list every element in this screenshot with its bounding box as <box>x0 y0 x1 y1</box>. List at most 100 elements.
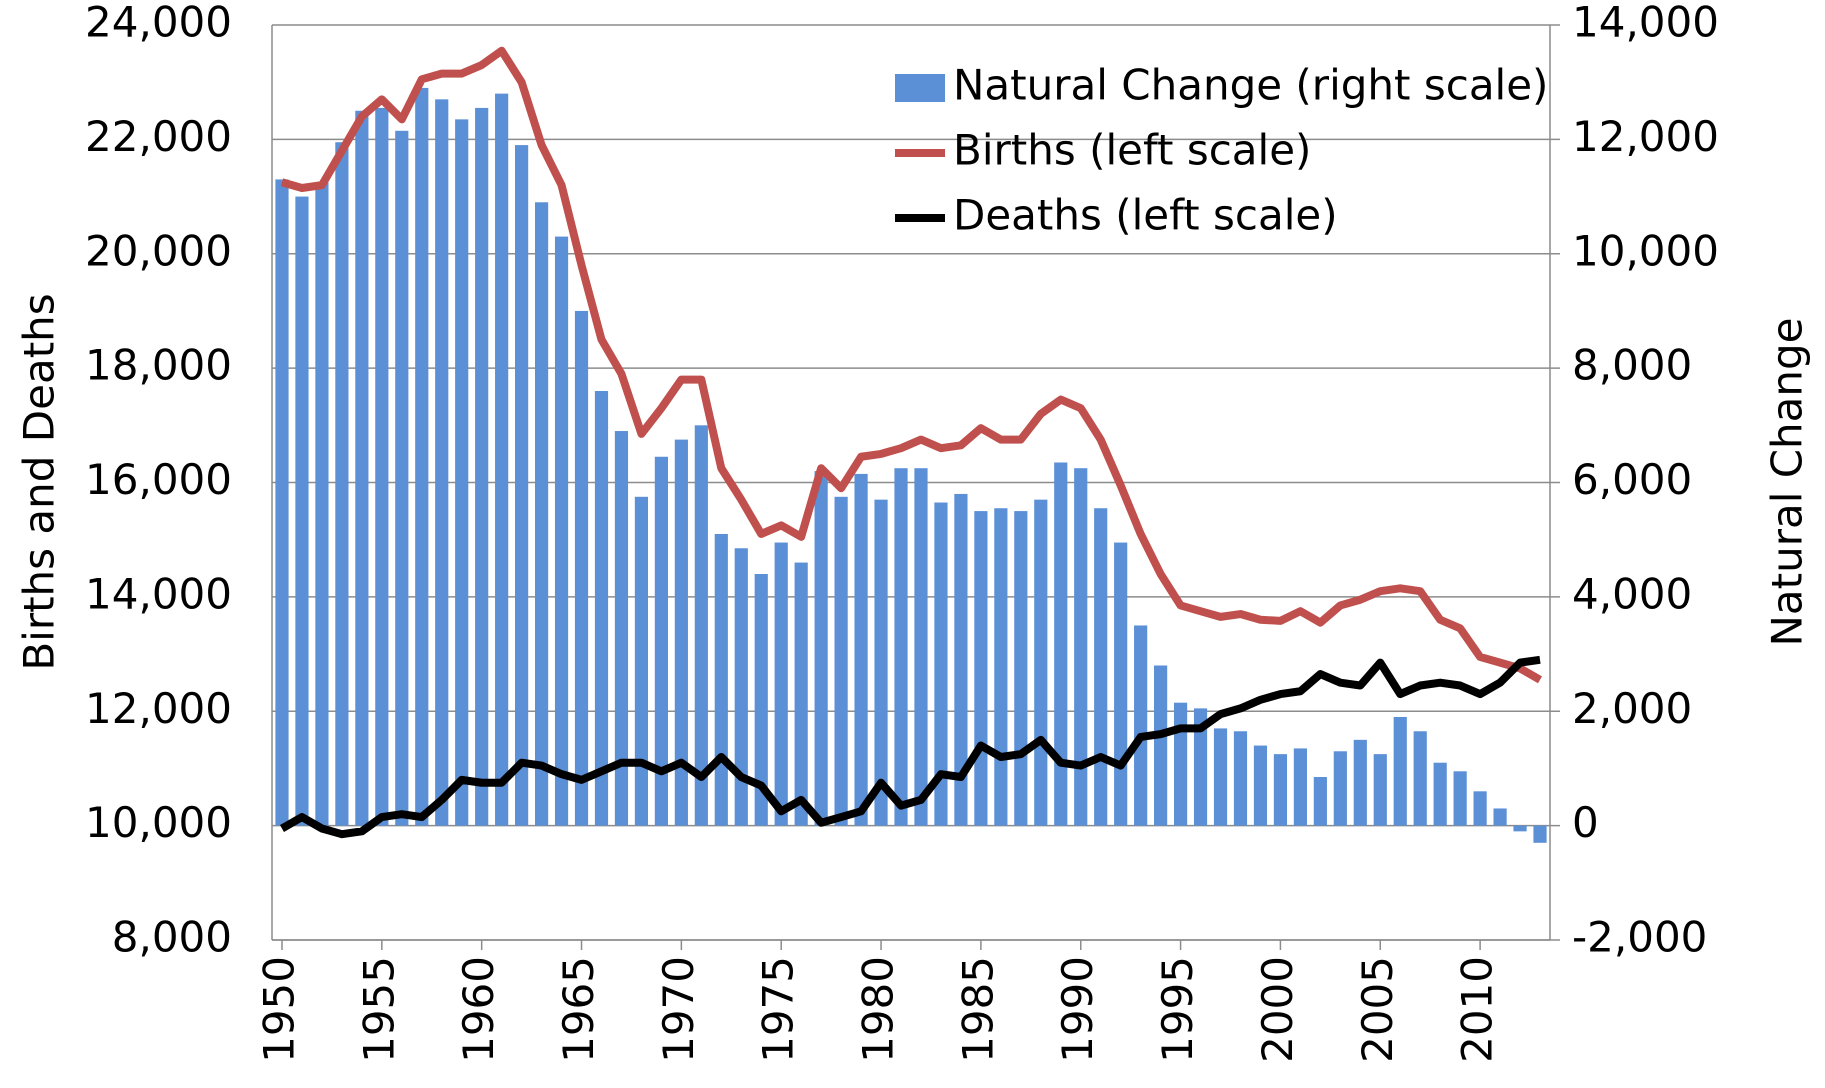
y-tick-label: 14,000 <box>85 569 232 618</box>
y-tick-label: 24,000 <box>85 0 232 47</box>
bar <box>1513 825 1527 832</box>
line <box>279 655 1541 839</box>
bar <box>1114 542 1128 826</box>
bar <box>614 431 629 826</box>
bar <box>1393 716 1407 826</box>
bar <box>1293 748 1307 826</box>
legend-label: Natural Change (right scale) <box>953 61 1548 110</box>
bar <box>415 87 429 826</box>
x-tick-label: 1960 <box>454 956 503 1063</box>
y2-tick-label: 0 <box>1572 798 1599 847</box>
bar <box>734 548 748 826</box>
x-tick-label: 1980 <box>854 956 903 1063</box>
bar <box>395 130 409 826</box>
bar <box>574 310 589 826</box>
bar <box>295 196 309 826</box>
y2-tick-label: 4,000 <box>1572 569 1692 618</box>
x-tick-label: 1965 <box>554 956 603 1063</box>
bar <box>275 179 289 826</box>
bar <box>1014 511 1028 826</box>
bar <box>754 574 768 826</box>
bar <box>834 496 848 826</box>
bar <box>1413 731 1427 826</box>
bar <box>1134 625 1148 826</box>
bar <box>1313 777 1327 826</box>
x-tick-label: 2000 <box>1253 956 1302 1063</box>
x-tick-label: 1985 <box>953 956 1002 1063</box>
bar <box>594 391 609 826</box>
bar <box>1453 771 1467 826</box>
bar <box>1493 808 1507 826</box>
bar <box>1373 754 1387 826</box>
y-tick-label: 8,000 <box>112 913 232 962</box>
bar <box>874 499 888 826</box>
bar <box>1273 754 1288 826</box>
legend-label: Deaths (left scale) <box>953 191 1338 240</box>
y2-tick-label: 12,000 <box>1572 112 1719 161</box>
bar <box>1074 468 1088 826</box>
bar <box>1054 462 1068 826</box>
x-tick-label: 1990 <box>1053 956 1102 1063</box>
bar <box>674 439 688 826</box>
x-tick-label: 1975 <box>754 956 803 1063</box>
y2-tick-label: 8,000 <box>1572 341 1692 390</box>
y-tick-label: 18,000 <box>85 341 232 390</box>
y2-axis-title: Natural Change <box>1763 317 1812 646</box>
x-tick-label: 2005 <box>1353 956 1402 1063</box>
bar <box>774 542 788 826</box>
x-tick-label: 1970 <box>654 956 703 1063</box>
bar <box>894 468 908 826</box>
bar <box>335 142 349 826</box>
bar <box>1333 751 1347 826</box>
bar <box>1034 499 1048 826</box>
bar <box>1473 791 1487 826</box>
x-tick-label: 1995 <box>1153 956 1202 1063</box>
bar <box>934 502 948 826</box>
x-tick-label: 1955 <box>354 956 403 1063</box>
bar <box>974 511 988 826</box>
y2-tick-label: 10,000 <box>1572 226 1719 275</box>
y-axis-title: Births and Deaths <box>15 293 64 670</box>
y2-tick-label: -2,000 <box>1572 913 1707 962</box>
bar <box>1193 708 1208 826</box>
y-tick-label: 12,000 <box>85 684 232 733</box>
y-tick-label: 20,000 <box>85 226 232 275</box>
legend-swatch <box>895 74 945 102</box>
y-tick-label: 22,000 <box>85 112 232 161</box>
y2-tick-label: 2,000 <box>1572 684 1692 733</box>
bar <box>435 99 449 826</box>
y-tick-label: 10,000 <box>85 798 232 847</box>
bar <box>1533 825 1547 843</box>
bar <box>854 473 868 826</box>
bar <box>315 182 329 826</box>
bar <box>554 236 569 826</box>
bar <box>495 93 509 826</box>
legend-label: Births (left scale) <box>953 126 1311 175</box>
bar <box>814 471 828 826</box>
bar <box>714 533 728 826</box>
bar <box>475 107 489 826</box>
bar <box>1213 728 1228 826</box>
bar <box>914 468 928 826</box>
bar <box>1154 665 1168 826</box>
x-tick-label: 2010 <box>1453 956 1502 1063</box>
y2-tick-label: 6,000 <box>1572 455 1692 504</box>
bar <box>1253 745 1268 826</box>
bar <box>794 562 808 826</box>
bar <box>515 145 529 826</box>
bar <box>1433 762 1447 826</box>
bar <box>1353 739 1367 826</box>
bar <box>1233 731 1248 826</box>
bar <box>455 119 469 826</box>
bar <box>1094 508 1108 826</box>
y2-tick-label: 14,000 <box>1572 0 1719 47</box>
line <box>280 46 1543 684</box>
bar <box>355 110 369 826</box>
bar <box>634 496 649 826</box>
bar <box>694 425 708 826</box>
bar <box>954 493 968 826</box>
bar <box>1173 702 1188 826</box>
bar <box>654 456 668 826</box>
y-tick-label: 16,000 <box>85 455 232 504</box>
